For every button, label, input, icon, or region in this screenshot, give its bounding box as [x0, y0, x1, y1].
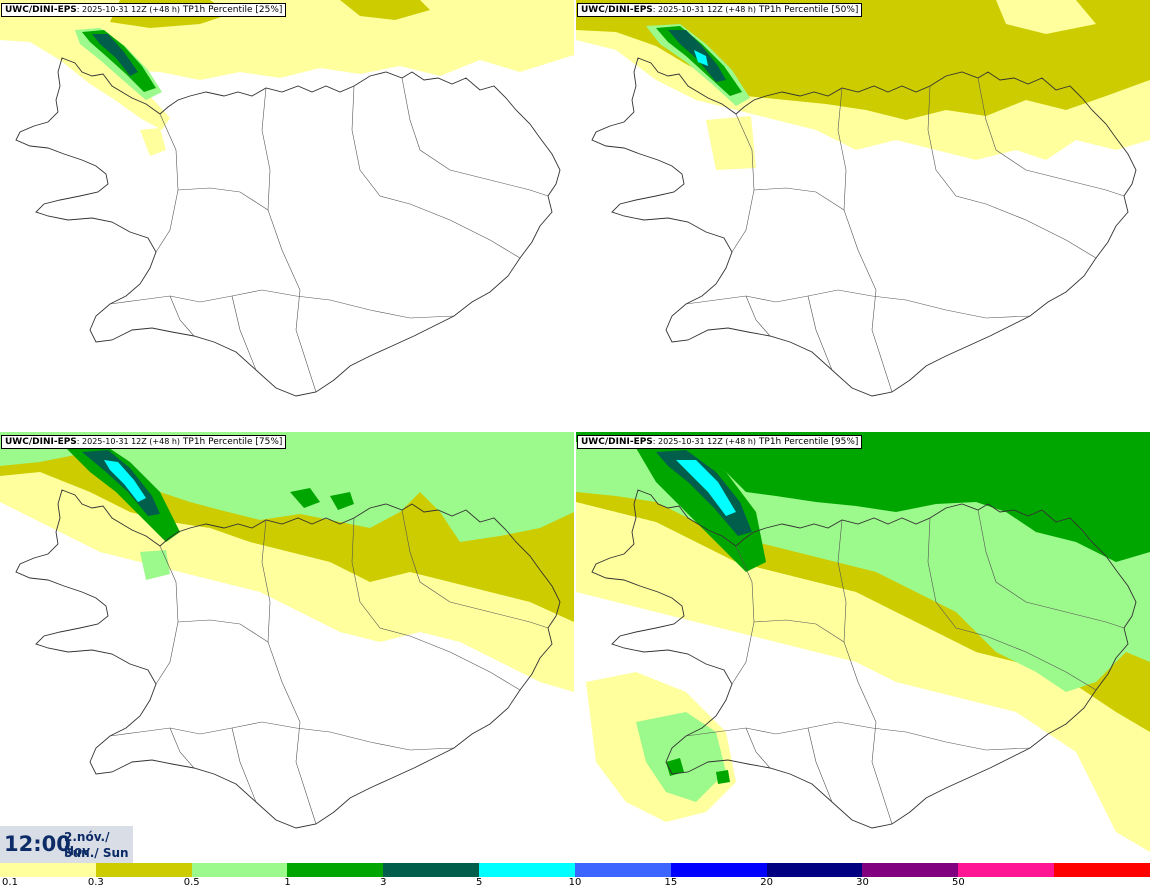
road-line — [231, 727, 257, 803]
valid-date: 2.nóv./ Nov — [64, 830, 110, 858]
colorbar-ticks: 0.1 0.3 0.5 1 3 5 10 15 20 30 50 — [0, 877, 1150, 891]
road-line — [753, 187, 845, 211]
road-line — [401, 509, 549, 629]
colorbar-swatch — [766, 863, 863, 877]
precip-contour-area — [636, 444, 766, 572]
precip-contour-area — [330, 492, 354, 510]
precip-map-p25 — [0, 0, 574, 397]
colorbar-swatch — [191, 863, 288, 877]
colorbar-swatch — [479, 863, 575, 877]
colorbar-tick-label: 0.5 — [183, 877, 200, 888]
road-line — [295, 295, 455, 319]
colorbar-swatch — [670, 863, 767, 877]
colorbar-tick-label: 15 — [664, 877, 678, 888]
precip-map-p95 — [576, 432, 1150, 852]
road-line — [295, 727, 455, 751]
colorbar-swatch — [287, 863, 384, 877]
precip-contour-area — [104, 460, 146, 502]
road-line — [261, 519, 317, 825]
panel-title: UWC/DINI-EPS: 2025-10-31 12Z (+48 h) TP1… — [1, 3, 287, 17]
road-line — [109, 721, 297, 737]
colorbar-tick-label: 10 — [568, 877, 582, 888]
colorbar-tick-label: 20 — [760, 877, 774, 888]
valid-time: 12:00 — [4, 832, 71, 856]
map-panel-p95: UWC/DINI-EPS: 2025-10-31 12Z (+48 h) TP1… — [576, 432, 1150, 862]
colorbar-swatch — [862, 863, 959, 877]
map-panel-p50: UWC/DINI-EPS: 2025-10-31 12Z (+48 h) TP1… — [576, 0, 1150, 430]
road-line — [351, 85, 521, 259]
road-line — [177, 619, 269, 643]
colorbar-swatch — [958, 863, 1055, 877]
road-line — [977, 509, 1125, 629]
precip-contour-area — [676, 460, 736, 516]
colorbar-tick-label: 5 — [475, 877, 483, 888]
precip-map-p50 — [576, 0, 1150, 397]
coastline — [15, 57, 561, 397]
precip-contour-area — [576, 0, 1150, 120]
colorbar-tick-label: 50 — [951, 877, 965, 888]
road-line — [745, 295, 771, 337]
coastline — [591, 489, 1137, 829]
colorbar-swatch — [95, 863, 192, 877]
road-line — [261, 87, 317, 393]
precip-contour-area — [996, 0, 1096, 34]
valid-weekday: Sun./ Sun — [64, 846, 129, 860]
road-line — [685, 289, 873, 305]
road-line — [977, 77, 1125, 197]
road-line — [169, 727, 195, 769]
road-line — [753, 619, 845, 643]
precip-contour-area — [0, 432, 574, 542]
precip-contour-area — [140, 128, 166, 156]
precip-contour-area — [140, 550, 170, 580]
panel-title: UWC/DINI-EPS: 2025-10-31 12Z (+48 h) TP1… — [577, 435, 863, 449]
coastline — [15, 489, 561, 829]
colorbar-swatch — [1054, 863, 1150, 877]
precip-contour-area — [92, 34, 138, 76]
road-line — [169, 295, 195, 337]
precip-contour-area — [694, 50, 708, 66]
precip-contour-area — [576, 432, 1150, 562]
road-line — [351, 517, 521, 691]
colorbar-tick-label: 3 — [380, 877, 387, 888]
map-panel-p75: UWC/DINI-EPS: 2025-10-31 12Z (+48 h) TP1… — [0, 432, 574, 862]
precip-contour-area — [64, 442, 180, 542]
road-line — [871, 727, 1031, 751]
precip-contour-area — [0, 18, 170, 130]
precip-contour-area — [340, 0, 430, 20]
colorbar-tick-label: 30 — [856, 877, 869, 888]
colorbar-tick-label: 1 — [284, 877, 291, 888]
precip-contour-area — [716, 770, 730, 784]
road-line — [807, 295, 833, 371]
coastline — [591, 57, 1137, 397]
road-line — [927, 85, 1097, 259]
panel-title: UWC/DINI-EPS: 2025-10-31 12Z (+48 h) TP1… — [1, 435, 287, 449]
precip-map-p75 — [0, 432, 574, 829]
valid-time-box: 12:00 2.nóv./ Nov Sun./ Sun — [0, 826, 133, 863]
road-line — [837, 87, 893, 393]
road-line — [837, 519, 893, 825]
road-line — [745, 727, 771, 769]
precip-contour-area — [706, 116, 756, 170]
road-line — [401, 77, 549, 197]
road-line — [807, 727, 833, 803]
road-line — [177, 187, 269, 211]
road-line — [231, 295, 257, 371]
road-line — [871, 295, 1031, 319]
precip-contour-area — [636, 712, 726, 802]
road-line — [927, 517, 1097, 691]
road-line — [109, 289, 297, 305]
colorbar-tick-label: 0.3 — [87, 877, 104, 888]
colorbar-tick-label: 0.1 — [2, 877, 18, 888]
colorbar-swatch — [0, 863, 96, 877]
colorbar — [0, 863, 1150, 877]
colorbar-swatch — [574, 863, 671, 877]
colorbar-swatch — [383, 863, 480, 877]
precip-contour-area — [290, 488, 320, 508]
road-line — [685, 721, 873, 737]
map-panel-p25: UWC/DINI-EPS: 2025-10-31 12Z (+48 h) TP1… — [0, 0, 574, 430]
panel-title: UWC/DINI-EPS: 2025-10-31 12Z (+48 h) TP1… — [577, 3, 863, 17]
